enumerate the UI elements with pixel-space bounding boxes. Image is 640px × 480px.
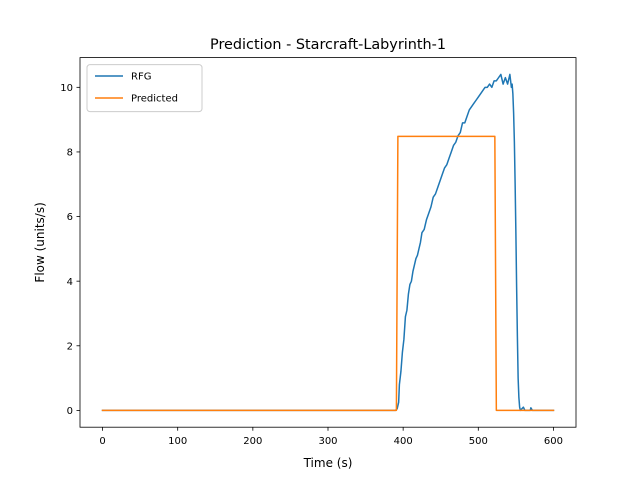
series-line-predicted	[101, 135, 555, 412]
legend: RFG Predicted	[86, 64, 203, 113]
chart-title: Prediction - Starcraft-Labyrinth-1	[210, 37, 446, 53]
y-axis: 0 2 4 6 8 10	[60, 83, 80, 417]
series-line-rfg	[101, 73, 555, 412]
x-tick-label: 500	[469, 436, 488, 447]
x-tick-label: 0	[99, 436, 105, 447]
legend-label-rfg: RFG	[131, 72, 151, 83]
x-tick-label: 400	[394, 436, 413, 447]
x-tick-label: 200	[243, 436, 262, 447]
legend-label-predicted: Predicted	[131, 94, 178, 105]
x-tick-label: 300	[318, 436, 337, 447]
x-tick-label: 600	[544, 436, 563, 447]
y-tick-label: 10	[60, 83, 73, 94]
x-axis-label: Time (s)	[303, 456, 353, 470]
y-tick-label: 8	[67, 148, 73, 159]
plot-area	[101, 73, 555, 412]
x-axis: 0 100 200 300 400 500 600	[99, 427, 563, 447]
y-tick-label: 0	[67, 406, 73, 417]
y-axis-label: Flow (units/s)	[33, 202, 47, 282]
y-tick-label: 2	[67, 341, 73, 352]
y-tick-label: 6	[67, 212, 73, 223]
x-tick-label: 100	[168, 436, 187, 447]
y-tick-label: 4	[67, 277, 73, 288]
